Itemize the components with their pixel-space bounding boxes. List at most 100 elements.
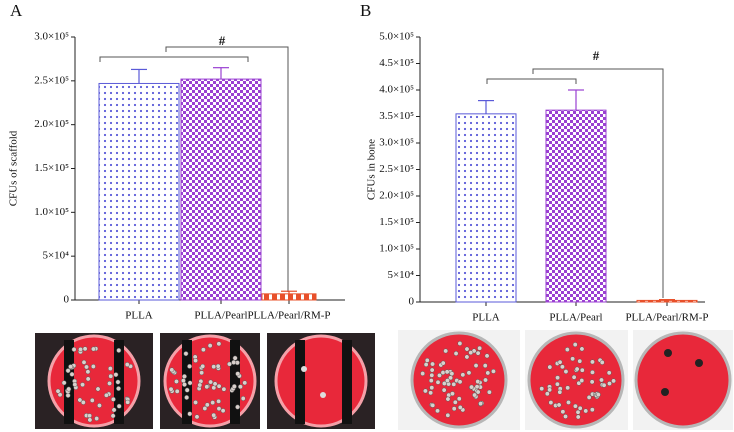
colony: [235, 371, 241, 377]
colony: [590, 359, 595, 365]
y-tick-label: 2.5×10⁵: [379, 163, 414, 175]
bracket: [486, 78, 577, 84]
colony: [187, 380, 193, 386]
colony: [108, 373, 114, 379]
colony: [204, 402, 210, 408]
colony: [575, 409, 581, 415]
colony: [577, 405, 583, 411]
colony: [457, 341, 463, 346]
y-tick-label: 2.5×10⁵: [34, 74, 69, 86]
colony: [113, 372, 119, 378]
colony: [110, 413, 116, 419]
y-tick-label: 2.0×10⁵: [34, 118, 69, 130]
colony: [72, 382, 78, 388]
colony: [94, 416, 100, 421]
bar: [98, 82, 180, 301]
colony: [570, 356, 576, 362]
plate-photos: [35, 330, 733, 430]
colony: [91, 346, 96, 352]
colony: [90, 364, 96, 369]
colony: [231, 359, 237, 365]
y-tick-label: 1.0×10⁵: [34, 206, 69, 218]
colony: [607, 381, 612, 386]
colony: [548, 400, 554, 406]
colony: [423, 362, 429, 367]
colony: [197, 382, 203, 388]
colony: [116, 386, 121, 392]
colony: [87, 413, 92, 419]
plate: [274, 334, 368, 428]
significance-mark: #: [593, 48, 600, 63]
y-tick-label: 1.0×10⁵: [379, 243, 414, 255]
colony: [212, 381, 218, 387]
colony: [547, 364, 553, 370]
colony: [428, 390, 434, 396]
colony: [429, 385, 435, 391]
colony: [174, 388, 180, 394]
colony: [464, 346, 470, 352]
colony: [80, 382, 86, 388]
x-tick-label: PLLA: [472, 312, 500, 324]
colony: [469, 384, 475, 390]
colony: [456, 396, 462, 402]
colony: [460, 372, 466, 378]
significance-mark: #: [219, 33, 226, 48]
colony: [557, 359, 563, 365]
colony: [220, 408, 226, 414]
colony: [420, 371, 426, 376]
colony: [184, 387, 190, 393]
colony: [202, 406, 208, 411]
y-tick-label: 5×10⁴: [42, 250, 69, 262]
colony: [485, 370, 491, 376]
plate: [634, 331, 732, 429]
colony: [556, 402, 562, 408]
colony: [539, 386, 545, 392]
colony: [475, 389, 481, 395]
y-tick-label: 4.5×10⁵: [379, 57, 414, 69]
y-tick-label: 4.0×10⁵: [379, 84, 414, 96]
colony: [477, 345, 483, 351]
colony: [595, 392, 601, 398]
colony: [107, 366, 113, 371]
colony: [589, 379, 595, 385]
colony: [174, 379, 179, 384]
colony: [216, 398, 222, 404]
colony: [575, 414, 581, 420]
colony: [82, 346, 88, 352]
colony: [231, 384, 237, 389]
colony: [601, 382, 607, 388]
colony: [484, 353, 490, 359]
colony: [87, 417, 93, 423]
colony: [451, 381, 457, 387]
bar: [545, 109, 607, 303]
colony: [554, 381, 560, 387]
y-tick-label: 1.5×10⁵: [379, 216, 414, 228]
colony: [232, 355, 238, 361]
colony: [193, 399, 199, 405]
colony: [169, 367, 175, 373]
colony: [661, 388, 669, 396]
x-tick-label: PLLA/Pearl/RM-P: [625, 312, 708, 324]
colony: [208, 379, 214, 385]
colony: [85, 376, 91, 382]
colony: [301, 366, 307, 372]
colony: [107, 380, 112, 386]
colony: [482, 363, 488, 369]
y-axis-label: CFUs of scaffold: [8, 130, 20, 206]
y-axis-label: CFUs in bone: [366, 139, 378, 200]
colony: [430, 361, 436, 367]
colony: [428, 378, 434, 384]
bar: [180, 78, 262, 301]
y-tick-label: 5.0×10⁵: [379, 31, 414, 43]
colony: [320, 392, 326, 398]
colony: [240, 396, 246, 401]
colony: [457, 379, 463, 385]
colony: [211, 364, 217, 370]
colony: [78, 346, 83, 352]
colony: [429, 372, 435, 378]
mask: [64, 340, 74, 424]
colony: [449, 371, 455, 377]
colony: [579, 378, 585, 383]
colony: [216, 341, 222, 347]
colony: [124, 362, 130, 367]
